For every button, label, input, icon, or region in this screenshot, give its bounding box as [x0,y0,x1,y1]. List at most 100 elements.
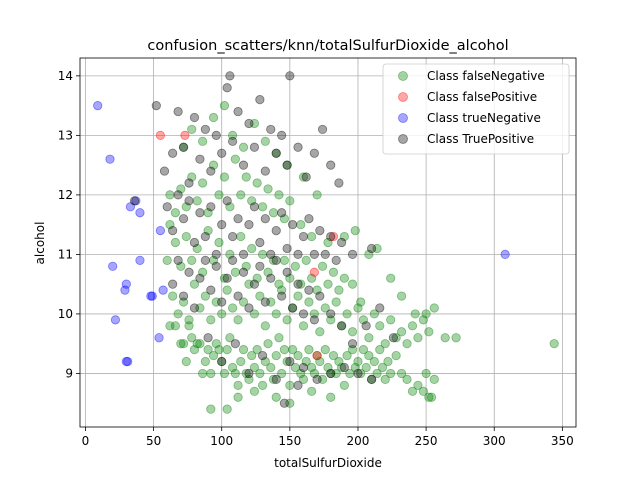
data-point [372,243,382,254]
data-point [304,297,314,307]
data-point [155,130,165,140]
data-point [334,285,344,295]
data-point [233,315,243,325]
data-point [255,95,265,105]
data-point [339,362,349,373]
data-point [364,333,374,343]
data-point [255,368,265,379]
y-tick-label: 13 [58,128,73,142]
data-point [222,345,232,355]
data-point [287,220,298,230]
data-point [211,297,221,307]
data-point [345,368,355,379]
data-point [277,208,287,218]
data-point [257,350,268,361]
data-point [184,267,194,277]
data-point [312,190,322,200]
data-point [279,345,289,355]
data-point [255,261,265,271]
data-point [304,214,314,224]
data-point [388,333,399,343]
data-point [320,345,330,355]
data-point [402,339,412,349]
series-class-falsenegative [162,101,559,414]
x-tick-label: 300 [483,434,506,448]
data-point [383,356,393,367]
data-point [342,309,352,319]
data-point [337,321,347,331]
data-point [347,327,358,337]
data-point [225,249,235,260]
data-point [206,368,216,379]
data-point [181,231,191,242]
data-point [298,362,309,373]
data-point [326,315,336,325]
data-point [260,214,270,224]
data-point [233,392,243,402]
data-point [180,130,190,140]
data-point [315,291,325,301]
data-point [263,184,273,194]
data-point [233,380,243,390]
data-point [241,172,251,182]
data-point [120,285,130,295]
data-point [407,386,418,396]
data-point [301,255,311,265]
data-point [176,261,186,271]
data-point [255,291,265,301]
data-point [364,350,374,361]
data-point [184,321,194,331]
data-point [334,356,344,367]
data-point [413,333,423,343]
data-point [268,255,279,265]
data-point [274,279,284,289]
data-point [331,368,341,379]
data-point [285,380,295,390]
data-point [105,154,115,164]
data-point [217,220,227,230]
data-point [189,112,200,123]
data-point [328,267,339,277]
data-point [170,321,180,331]
data-point [326,231,336,242]
data-point [206,202,216,212]
data-point [353,303,363,313]
data-point [266,297,276,307]
data-point [222,273,232,283]
data-point [255,237,265,248]
data-point [375,345,385,355]
data-point [266,249,276,260]
data-point [260,297,270,307]
data-point [391,350,401,361]
data-point [304,345,314,355]
data-point [424,392,434,402]
data-point [252,273,262,283]
x-ticks: 0 50 100 150 200 250 300 350 [82,427,574,448]
data-point [347,249,358,260]
chart-title: confusion_scatters/knn/totalSulfurDioxid… [147,38,508,54]
data-point [203,345,213,355]
data-point [375,303,385,313]
data-point [440,333,450,343]
data-point [123,356,133,367]
data-point [170,208,180,218]
data-point [312,350,322,361]
data-point [285,273,295,283]
legend-marker [398,113,408,123]
data-point [211,261,221,271]
data-point [298,231,309,242]
data-point [326,368,336,379]
data-point [266,124,276,135]
y-ticks: 9 10 11 12 13 14 [58,69,80,380]
data-point [219,101,230,111]
data-point [279,255,289,265]
legend-marker [398,71,408,81]
data-point [236,190,246,200]
data-point [282,160,292,170]
data-point [176,339,186,349]
data-point [285,398,295,408]
data-point [296,220,306,230]
data-point [293,279,303,289]
y-tick-label: 9 [65,366,73,380]
data-point [222,83,232,93]
